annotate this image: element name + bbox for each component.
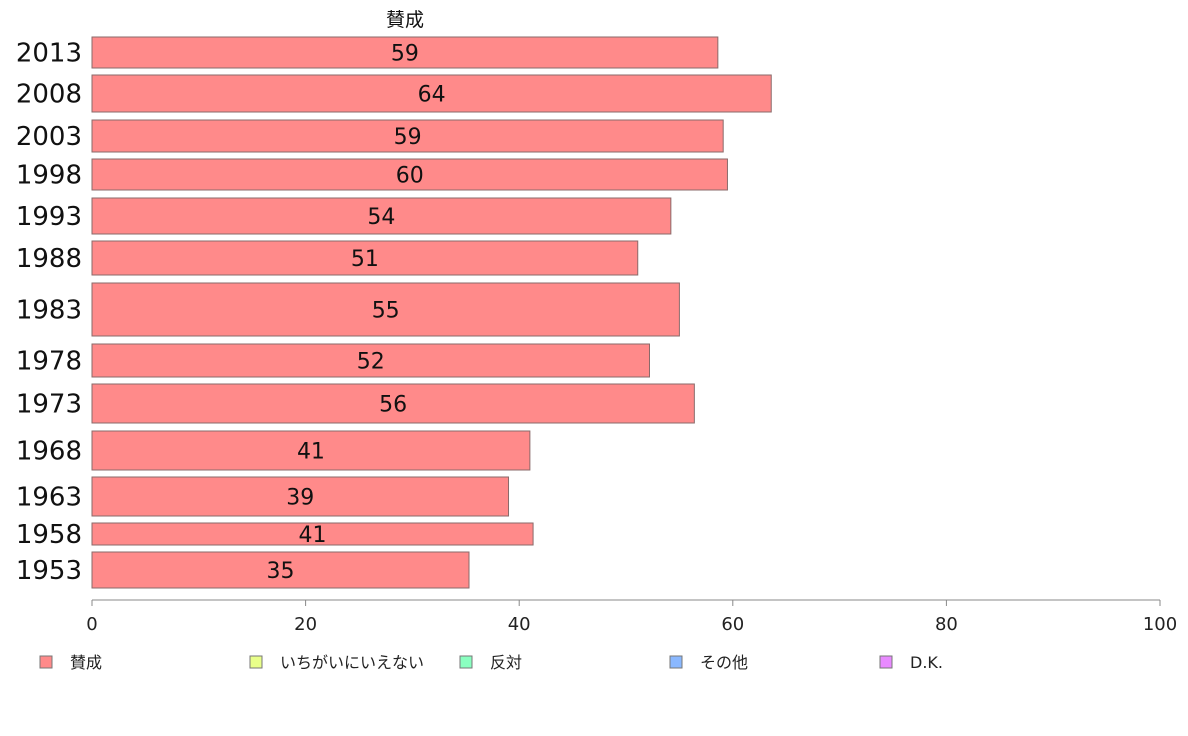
x-tick-label-40: 40 — [508, 614, 531, 635]
x-tick-label-80: 80 — [935, 614, 958, 635]
category-label-1973: 1973 — [16, 390, 82, 420]
legend-swatch-3 — [459, 655, 473, 669]
category-label-2003: 2003 — [16, 122, 82, 152]
bar-1973 — [91, 383, 695, 424]
x-tick-label-100: 100 — [1143, 614, 1177, 635]
data-label-1963: 39 — [286, 486, 314, 511]
category-label-1963: 1963 — [16, 483, 82, 513]
x-tick-label-0: 0 — [86, 614, 97, 635]
legend-swatch-2 — [249, 655, 263, 669]
data-label-1973: 56 — [379, 393, 407, 418]
bar-2013 — [91, 36, 719, 69]
legend-label-4: その他 — [700, 653, 748, 672]
bars-group: 59 2013 64 2008 59 2003 60 1998 54 1993 51 1988 55 19… — [16, 36, 772, 589]
data-label-1988: 51 — [351, 247, 379, 272]
data-label-2003: 59 — [394, 125, 422, 150]
legend-label-5: D.K. — [910, 653, 943, 672]
data-label-1958: 41 — [299, 523, 327, 548]
category-label-1968: 1968 — [16, 437, 82, 467]
category-label-1993: 1993 — [16, 202, 82, 232]
bar-2003 — [91, 119, 724, 153]
bar-1993 — [91, 197, 672, 235]
legend-label-3: 反対 — [490, 653, 522, 672]
category-label-2008: 2008 — [16, 80, 82, 110]
chart-title: 賛成 — [386, 9, 424, 31]
data-label-1993: 54 — [367, 205, 395, 230]
legend-swatch-5 — [879, 655, 893, 669]
data-label-2008: 64 — [418, 83, 446, 108]
category-label-1958: 1958 — [16, 520, 82, 550]
data-label-1978: 52 — [357, 350, 385, 375]
bar-1978 — [91, 343, 650, 378]
legend: 賛成 いちがいにいえない 反対 その他 D.K. — [39, 653, 943, 672]
bar-1958 — [91, 522, 534, 546]
bar-1998 — [91, 158, 728, 191]
bar-1988 — [91, 240, 639, 276]
x-axis: 0 20 40 60 80 100 — [86, 599, 1177, 635]
category-label-1998: 1998 — [16, 161, 82, 191]
bar-1953 — [91, 551, 470, 589]
data-label-1968: 41 — [297, 440, 325, 465]
category-label-1978: 1978 — [16, 347, 82, 377]
category-label-1983: 1983 — [16, 296, 82, 326]
bar-1968 — [91, 430, 531, 471]
data-label-1998: 60 — [396, 164, 424, 189]
x-tick-label-60: 60 — [721, 614, 744, 635]
data-label-2013: 59 — [391, 42, 419, 67]
data-label-1983: 55 — [372, 299, 400, 324]
legend-swatch-4 — [669, 655, 683, 669]
bar-1983 — [91, 282, 680, 337]
x-tick-label-20: 20 — [294, 614, 317, 635]
category-label-2013: 2013 — [16, 39, 82, 69]
bar-2008 — [91, 74, 772, 113]
category-label-1988: 1988 — [16, 244, 82, 274]
bar-1963 — [91, 476, 510, 517]
data-label-1953: 35 — [267, 559, 295, 584]
legend-label-1: 賛成 — [70, 653, 102, 672]
legend-label-2: いちがいにいえない — [280, 653, 424, 672]
category-label-1953: 1953 — [16, 556, 82, 586]
legend-swatch-1 — [39, 655, 53, 669]
